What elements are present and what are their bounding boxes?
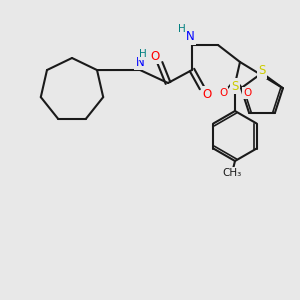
Text: O: O <box>150 50 160 62</box>
Text: H: H <box>139 49 147 59</box>
Text: O: O <box>243 88 251 98</box>
Text: O: O <box>219 88 227 98</box>
Text: N: N <box>186 31 194 44</box>
Text: N: N <box>136 56 144 68</box>
Text: S: S <box>231 80 239 92</box>
Text: S: S <box>258 64 266 77</box>
Text: H: H <box>178 24 186 34</box>
Text: CH₃: CH₃ <box>222 168 242 178</box>
Text: O: O <box>202 88 211 100</box>
